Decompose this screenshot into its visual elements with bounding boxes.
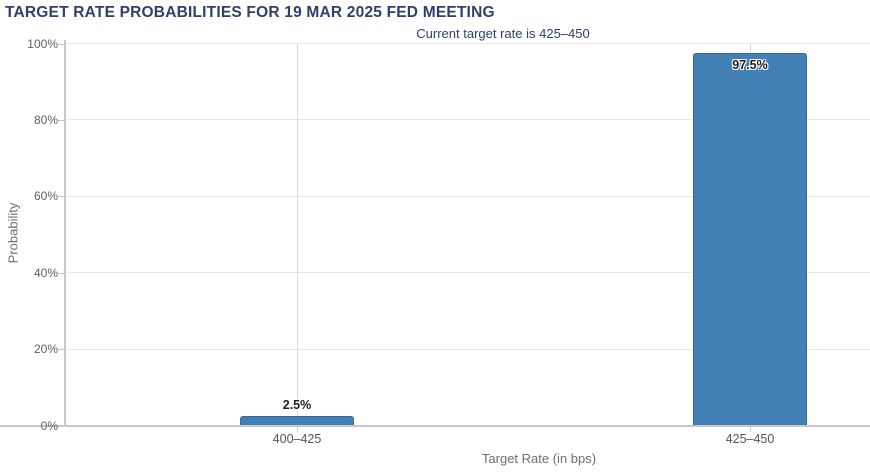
y-axis-title: Probability [5, 202, 21, 264]
bar[interactable] [693, 53, 807, 426]
chart-subtitle: Current target rate is 425–450 [416, 26, 590, 41]
gridline-h [65, 272, 870, 274]
y-tick-label: 80% [33, 112, 58, 127]
y-tick-mark [58, 196, 64, 198]
gridline-h [65, 195, 870, 197]
y-axis-line [64, 40, 66, 427]
gridline-h [65, 43, 870, 44]
bar-value-label: 97.5% [732, 58, 768, 73]
bar[interactable] [240, 415, 354, 426]
y-tick-mark [58, 425, 64, 427]
y-tick-mark [58, 43, 64, 45]
gridline-h [65, 348, 870, 350]
x-tick-label: 425–450 [725, 432, 775, 446]
y-tick-mark [58, 349, 64, 351]
x-tick-label: 400–425 [272, 432, 322, 446]
chart-title: TARGET RATE PROBABILITIES FOR 19 MAR 202… [5, 4, 495, 21]
y-tick-mark [58, 119, 64, 121]
bar-value-label: 2.5% [282, 397, 312, 412]
x-axis-line [0, 425, 870, 427]
y-tick-label: 60% [33, 189, 58, 204]
y-tick-label: 20% [33, 342, 58, 357]
y-tick-mark [58, 272, 64, 274]
y-tick-label: 0% [40, 418, 58, 433]
x-tick-mark [750, 427, 751, 432]
x-tick-mark [297, 427, 298, 432]
gridline-h [65, 119, 870, 121]
y-tick-label: 40% [33, 265, 58, 280]
x-axis-title: Target Rate (in bps) [481, 451, 597, 466]
y-tick-label: 100% [27, 36, 58, 51]
gridline-v [296, 43, 298, 426]
